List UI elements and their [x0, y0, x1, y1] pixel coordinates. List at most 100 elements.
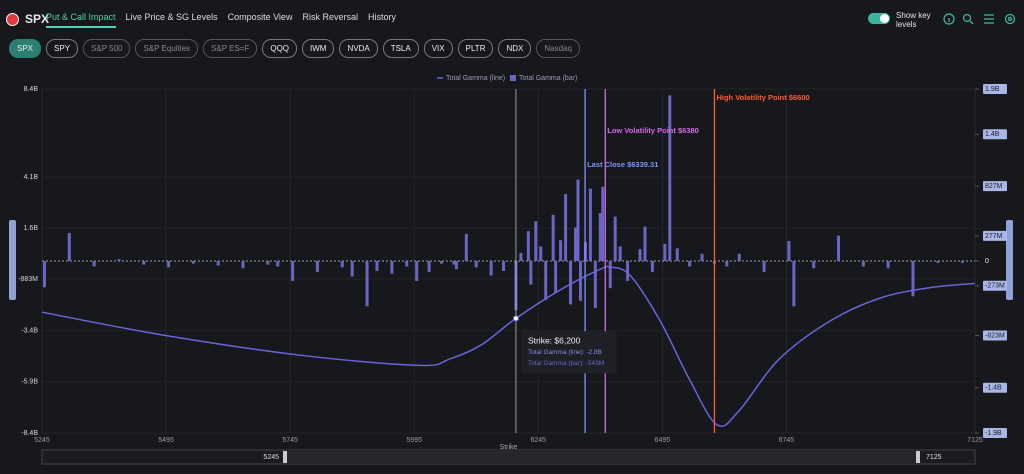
- switch[interactable]: [868, 13, 890, 24]
- bar: [539, 246, 543, 261]
- ticker-chip[interactable]: NVDA: [339, 39, 378, 58]
- bar: [573, 227, 577, 261]
- ticker-chip[interactable]: S&P 500: [83, 39, 131, 58]
- left-axis-handle: [9, 220, 16, 300]
- bar: [142, 261, 146, 265]
- x-axis-title: Strike: [500, 444, 518, 451]
- search-icon[interactable]: [962, 13, 972, 23]
- logo-text: SPX: [25, 12, 50, 26]
- tab[interactable]: Put & Call Impact: [46, 12, 116, 28]
- y-tick-label: 4.1B: [24, 174, 39, 181]
- range-selection: [285, 450, 918, 464]
- bar: [67, 232, 71, 261]
- ticker-chip[interactable]: NDX: [498, 39, 532, 58]
- ticker-chip[interactable]: VIX: [423, 39, 453, 58]
- bar: [502, 261, 506, 271]
- bar: [737, 253, 741, 261]
- ticker-chip[interactable]: TSLA: [382, 39, 419, 58]
- ticker-chip[interactable]: SPY: [46, 39, 79, 58]
- bar: [576, 179, 580, 261]
- bar: [700, 253, 704, 261]
- y-tick-label: 8.4B: [24, 86, 39, 93]
- y2-label-bg: [983, 84, 1007, 94]
- y-tick-label: -5.9B: [21, 379, 38, 386]
- bar: [167, 261, 171, 268]
- x-tick-label: 6745: [779, 437, 795, 444]
- range-handle[interactable]: [916, 451, 920, 463]
- bar: [365, 261, 369, 307]
- x-tick-label: 5745: [282, 437, 298, 444]
- bar: [688, 261, 692, 267]
- ticker-chip[interactable]: S&P ES=F: [203, 39, 258, 58]
- bar: [390, 261, 394, 274]
- y2-tick-label: -273M: [985, 283, 1005, 290]
- ticker-chip[interactable]: IWM: [302, 39, 335, 58]
- y2-label-bg: [983, 181, 1007, 192]
- bar: [474, 261, 478, 268]
- bar: [593, 261, 597, 309]
- y2-tick-label: 0: [985, 258, 989, 265]
- tab[interactable]: History: [367, 12, 396, 22]
- filter-icon[interactable]: [984, 14, 994, 24]
- key-levels-toggle[interactable]: Show key levels: [868, 11, 938, 29]
- logo[interactable]: SPX: [6, 12, 49, 26]
- info-icon[interactable]: [943, 13, 955, 25]
- x-tick-label: 6245: [530, 437, 546, 444]
- ticker-chip[interactable]: S&P Equities: [135, 39, 199, 58]
- tab[interactable]: Risk Reversal: [302, 12, 358, 22]
- y2-tick-label: -1.9B: [985, 430, 1002, 437]
- bar: [529, 261, 533, 285]
- bar: [291, 261, 295, 281]
- bar: [618, 246, 622, 261]
- bar: [675, 248, 679, 261]
- bar: [266, 261, 270, 265]
- bar: [559, 240, 563, 261]
- key-level-label: Last Close $6339.31: [587, 160, 658, 169]
- ticker-chip[interactable]: Nasdaq: [536, 39, 580, 58]
- bar: [886, 261, 890, 269]
- bar: [544, 261, 548, 300]
- ticker-chip[interactable]: QQQ: [262, 39, 298, 58]
- bar: [601, 186, 605, 261]
- ticker-chip[interactable]: SPX: [9, 39, 42, 58]
- x-tick-label: 5245: [34, 437, 50, 444]
- bar: [375, 261, 379, 271]
- gamma-line: [41, 265, 976, 428]
- y2-label-bg: [983, 230, 1007, 241]
- bar: [340, 261, 344, 268]
- bar: [608, 261, 612, 289]
- right-axis-handle: [1006, 220, 1013, 300]
- x-tick-label: 5995: [406, 437, 422, 444]
- legend-label: Total Gamma (line): [446, 75, 505, 82]
- tab[interactable]: Composite View: [227, 12, 293, 22]
- y2-tick-label: 277M: [985, 233, 1003, 240]
- bar: [440, 261, 444, 264]
- bar: [787, 241, 791, 261]
- bar: [454, 261, 458, 270]
- bar: [564, 194, 568, 261]
- settings-icon[interactable]: [1004, 13, 1016, 25]
- range-handle[interactable]: [283, 451, 287, 463]
- tooltip-title: Strike: $6,200: [528, 336, 581, 346]
- logo-icon: [6, 12, 19, 26]
- bar: [936, 261, 940, 263]
- ticker-chip[interactable]: PLTR: [457, 39, 494, 58]
- bar: [626, 261, 630, 281]
- y2-label-bg: [983, 129, 1007, 140]
- bar: [961, 261, 965, 263]
- x-tick-label: 7125: [967, 437, 983, 444]
- bar: [526, 231, 530, 261]
- y2-label-bg: [983, 330, 1007, 341]
- bar: [569, 261, 573, 305]
- bar: [92, 261, 96, 267]
- tab[interactable]: Live Price & SG Levels: [125, 12, 218, 22]
- x-tick-label: 6495: [655, 437, 671, 444]
- y-tick-label: -3.4B: [21, 327, 38, 334]
- bar: [588, 188, 592, 261]
- bar: [861, 261, 865, 267]
- bar: [598, 213, 602, 261]
- bar: [663, 243, 667, 261]
- bar: [405, 261, 409, 267]
- y2-tick-label: -1.4B: [985, 385, 1002, 392]
- tooltip-item: Total Gamma (bar): -543M: [528, 360, 604, 367]
